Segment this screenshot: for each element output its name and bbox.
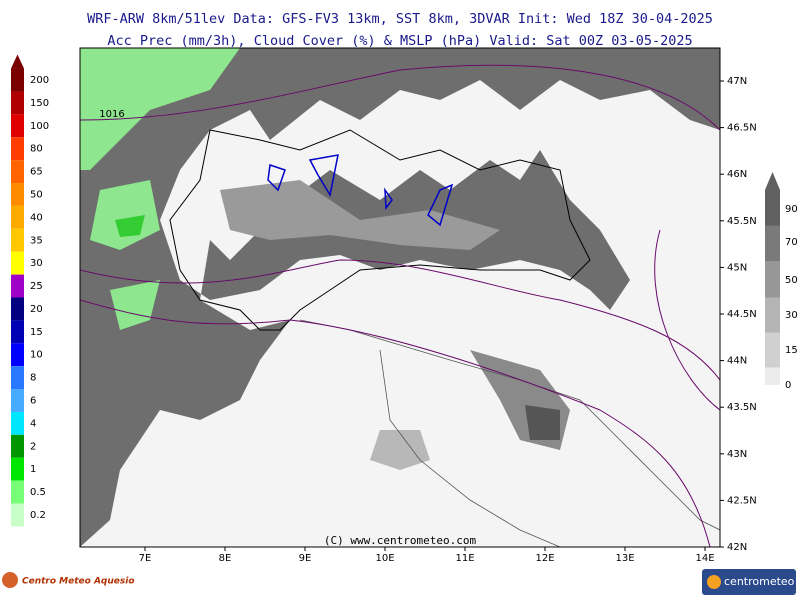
lat-label: 42.5N	[727, 495, 757, 506]
legend-label: 15	[785, 345, 798, 356]
legend-label: 50	[785, 275, 798, 286]
border	[169, 129, 591, 331]
legend-swatch	[765, 261, 780, 298]
title-line1: WRF-ARW 8km/51lev Data: GFS-FV3 13km, SS…	[87, 11, 713, 27]
lat-label: 43N	[727, 449, 747, 460]
legend-label: 0.2	[30, 510, 46, 521]
legend-label: 30	[30, 258, 43, 269]
legend-arrow	[765, 172, 780, 190]
legend-label: 4	[30, 418, 36, 429]
legend-swatch	[765, 332, 780, 368]
precip-area	[80, 48, 240, 170]
legend-swatch	[11, 274, 24, 298]
logo-icon	[2, 572, 18, 588]
right-logo: centrometeo	[702, 569, 796, 595]
legend-label: 20	[30, 304, 43, 315]
lon-label: 7E	[139, 553, 152, 564]
legend-swatch	[11, 434, 24, 458]
lat-label: 45.5N	[727, 216, 757, 227]
legend-swatch	[765, 225, 780, 261]
lat-label: 46N	[727, 169, 747, 180]
legend-label: 80	[30, 144, 43, 155]
legend-label: 1	[30, 464, 36, 475]
map: 1016 (C) www.centrometeo.com	[79, 47, 721, 548]
lat-label: 44.5N	[727, 309, 757, 320]
legend-label: 40	[30, 212, 43, 223]
legend-swatch	[765, 367, 780, 385]
legend-swatch	[765, 190, 780, 226]
isobar-label: 1016	[99, 109, 124, 120]
legend-swatch	[11, 343, 24, 367]
cloud-cover	[220, 180, 500, 250]
legend-label: 150	[30, 98, 49, 109]
lon-label: 12E	[535, 553, 554, 564]
legend-label: 15	[30, 327, 43, 338]
legend-swatch	[11, 251, 24, 275]
legend-swatch	[11, 183, 24, 206]
legend-swatch	[11, 205, 24, 229]
legend-label: 100	[30, 121, 49, 132]
legend-swatch	[11, 480, 24, 504]
lon-label: 8E	[219, 553, 232, 564]
lat-label: 44N	[727, 356, 747, 367]
logo-text: centrometeo	[724, 575, 795, 588]
legend-label: 6	[30, 396, 36, 407]
lat-label: 47N	[727, 76, 747, 87]
lat-label: 45N	[727, 262, 747, 273]
legend-swatch	[11, 297, 24, 321]
legend-label: 0	[785, 380, 791, 391]
legend-swatch	[765, 297, 780, 333]
legend-swatch	[11, 503, 24, 527]
credit: (C) www.centrometeo.com	[324, 534, 477, 547]
legend-label: 200	[30, 75, 49, 86]
isobar	[80, 64, 720, 547]
precip-area	[110, 280, 160, 330]
legend-label: 10	[30, 350, 43, 361]
precip-area	[90, 180, 160, 250]
title-line2: Acc Prec (mm/3h), Cloud Cover (%) & MSLP…	[107, 33, 692, 49]
coastline	[299, 319, 720, 547]
legend-swatch	[11, 411, 24, 435]
legend-swatch	[11, 366, 24, 390]
legend-label: 90	[785, 204, 798, 215]
legend-swatch	[11, 68, 24, 92]
legend-label: 2	[30, 441, 36, 452]
lat-label: 43.5N	[727, 402, 757, 413]
logo-text: Centro Meteo Aquesio	[22, 577, 135, 587]
precip-area	[115, 215, 145, 237]
legend-swatch	[11, 389, 24, 412]
legend-label: 30	[785, 310, 798, 321]
cloud-cover	[370, 430, 430, 470]
map-frame	[79, 47, 721, 548]
lon-label: 14E	[695, 553, 714, 564]
lon-label: 9E	[299, 553, 312, 564]
lon-label: 11E	[455, 553, 474, 564]
legend-arrow	[11, 54, 24, 69]
legend-label: 50	[30, 189, 43, 200]
lon-label: 10E	[375, 553, 394, 564]
legend-label: 70	[785, 237, 798, 248]
logo-box	[702, 569, 796, 595]
legend-label: 25	[30, 281, 43, 292]
legend-swatch	[11, 228, 24, 252]
legend-swatch	[11, 320, 24, 344]
lat-label: 46.5N	[727, 123, 757, 134]
legend-swatch	[11, 160, 24, 184]
lake	[267, 154, 454, 227]
cloud-cover	[525, 405, 560, 440]
legend-swatch	[11, 114, 24, 138]
lon-label: 13E	[615, 553, 634, 564]
legend-label: 8	[30, 373, 36, 384]
left-logo: Centro Meteo Aquesio	[2, 572, 135, 588]
legend-label: 65	[30, 167, 43, 178]
legend-label: 35	[30, 235, 43, 246]
lat-label: 42N	[727, 542, 747, 553]
legend-label: 0.5	[30, 487, 46, 498]
logo-icon	[707, 575, 721, 589]
legend-swatch	[11, 457, 24, 481]
legend-swatch	[11, 137, 24, 161]
legend-swatch	[11, 91, 24, 115]
